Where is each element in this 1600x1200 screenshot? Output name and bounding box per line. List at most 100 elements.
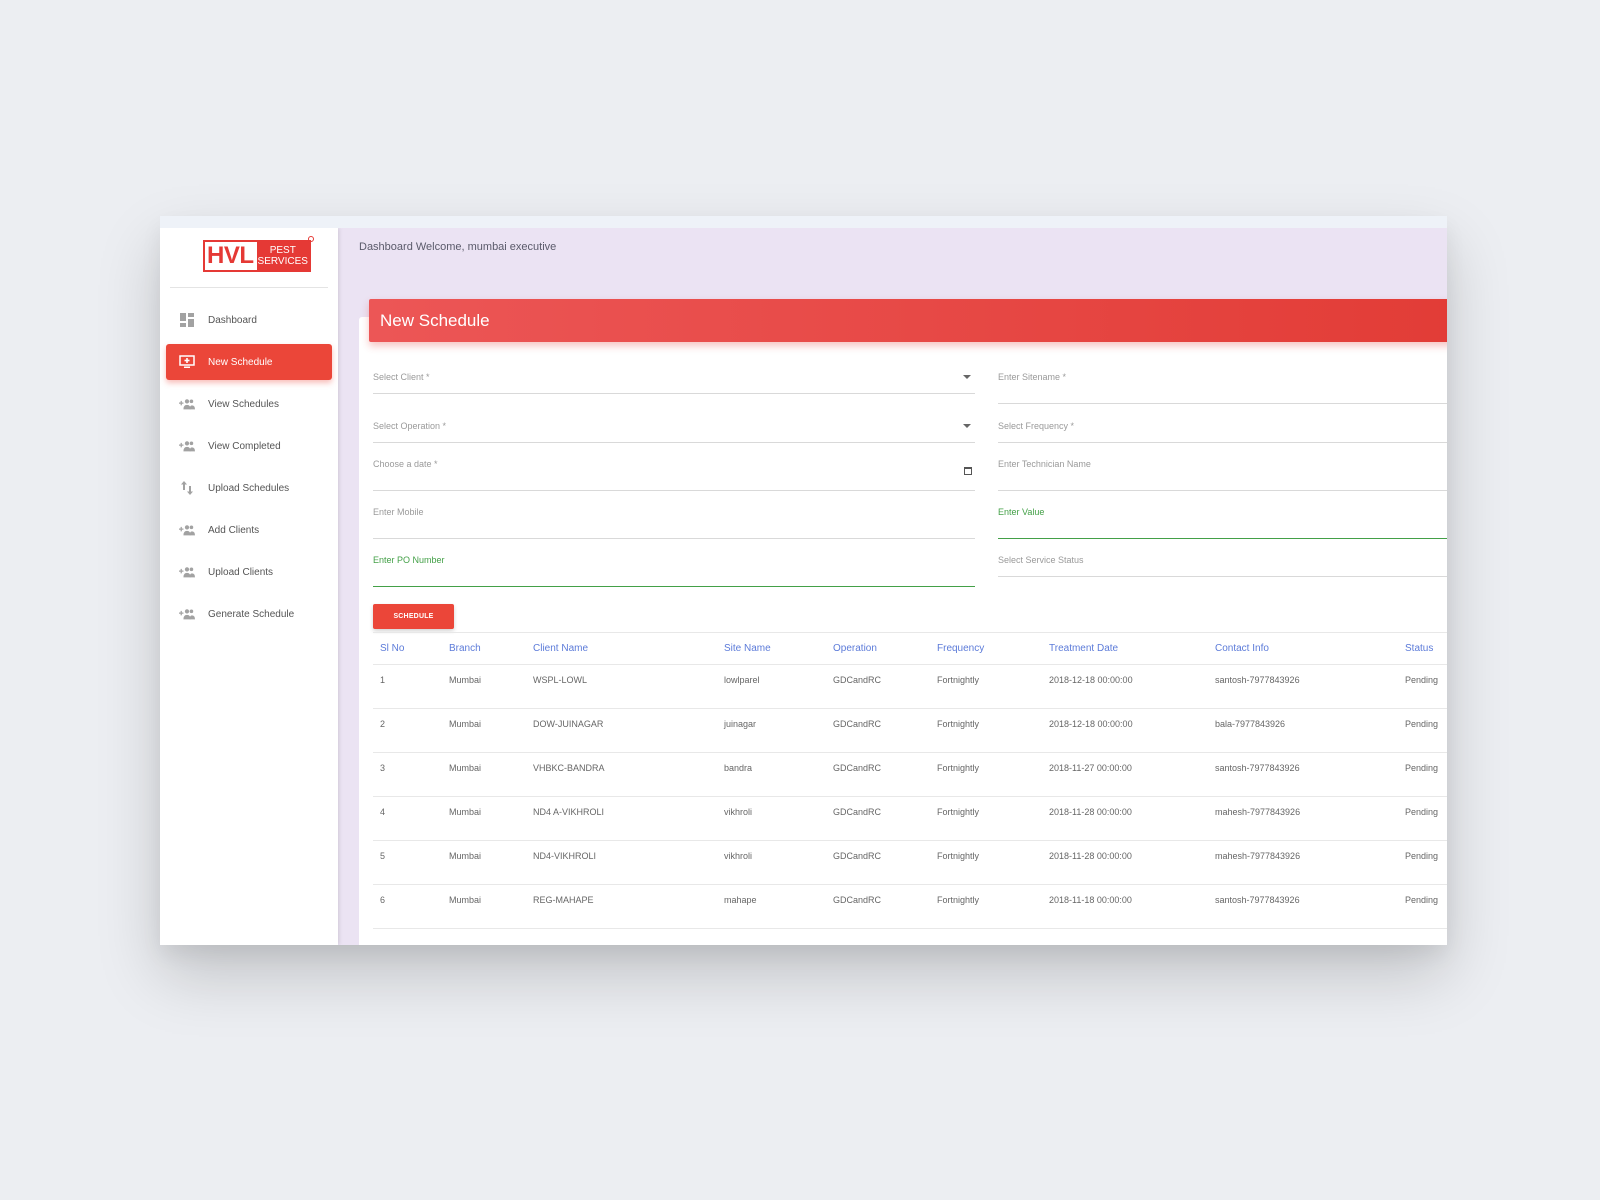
cell-sl-no: 3 <box>373 752 442 797</box>
sidebar-item-view-completed[interactable]: View Completed <box>166 428 332 464</box>
table-row[interactable]: 1 Mumbai WSPL-LOWL lowlparel GDCandRC Fo… <box>373 664 1447 709</box>
logo-main-text: HVL <box>207 242 254 269</box>
service-status-label: Select Service Status <box>998 555 1084 565</box>
header-welcome-text: Dashboard Welcome, mumbai executive <box>359 241 557 253</box>
select-operation-dropdown[interactable]: Select Operation * <box>373 415 975 443</box>
sidebar: HVL PEST SERVICES Dashboard New Schedule <box>160 228 338 945</box>
col-branch[interactable]: Branch <box>442 632 526 665</box>
table-row[interactable]: 6 Mumbai REG-MAHAPE mahape GDCandRC Fort… <box>373 884 1447 929</box>
cell-client-name: ND4-VIKHROLI <box>526 840 717 885</box>
cell-branch: Mumbai <box>442 752 526 797</box>
cell-site-name: vikhroli <box>717 796 826 841</box>
cell-site-name: bandra <box>717 752 826 797</box>
cell-client-name: REG-MAHAPE <box>526 884 717 929</box>
cell-status: Pending <box>1398 884 1447 929</box>
table-row[interactable]: 5 Mumbai ND4-VIKHROLI vikhroli GDCandRC … <box>373 840 1447 885</box>
cell-status: Pending <box>1398 796 1447 841</box>
technician-name-label: Enter Technician Name <box>998 459 1091 469</box>
group-add-icon <box>179 565 195 579</box>
table-row[interactable]: 2 Mumbai DOW-JUINAGAR juinagar GDCandRC … <box>373 708 1447 753</box>
cell-branch: Mumbai <box>442 708 526 753</box>
col-frequency[interactable]: Frequency <box>930 632 1042 665</box>
new-schedule-card: New Schedule Select Client * Enter Siten… <box>359 299 1447 945</box>
sidebar-item-label: Dashboard <box>208 314 257 326</box>
technician-name-input[interactable]: Enter Technician Name <box>998 453 1447 491</box>
cell-treatment-date: 2018-11-18 00:00:00 <box>1042 884 1208 929</box>
sidebar-item-label: View Completed <box>208 440 281 452</box>
dashboard-icon <box>179 313 195 327</box>
service-status-dropdown[interactable]: Select Service Status <box>998 549 1447 577</box>
mobile-label: Enter Mobile <box>373 507 424 517</box>
cell-sl-no: 2 <box>373 708 442 753</box>
group-add-icon <box>179 397 195 411</box>
logo-line1: PEST <box>269 245 296 256</box>
group-add-icon <box>179 607 195 621</box>
swap-vert-icon <box>179 481 195 495</box>
app-window: HVL PEST SERVICES Dashboard New Schedule <box>160 216 1447 945</box>
col-site-name[interactable]: Site Name <box>717 632 826 665</box>
select-frequency-dropdown[interactable]: Select Frequency * <box>998 415 1447 443</box>
cell-sl-no: 6 <box>373 884 442 929</box>
group-add-icon <box>179 523 195 537</box>
select-client-dropdown[interactable]: Select Client * <box>373 366 975 394</box>
sitename-label: Enter Sitename * <box>998 372 1067 382</box>
value-input[interactable]: Enter Value <box>998 501 1447 539</box>
cell-status: Pending <box>1398 752 1447 797</box>
cell-branch: Mumbai <box>442 884 526 929</box>
cell-site-name: juinagar <box>717 708 826 753</box>
cell-sl-no: 5 <box>373 840 442 885</box>
cell-status: Pending <box>1398 840 1447 885</box>
col-status[interactable]: Status <box>1398 632 1447 665</box>
cell-branch: Mumbai <box>442 840 526 885</box>
col-client-name[interactable]: Client Name <box>526 632 717 665</box>
sidebar-nav: Dashboard New Schedule View Schedules Vi… <box>160 288 338 632</box>
cell-contact-info: santosh-7977843926 <box>1208 752 1398 797</box>
cell-branch: Mumbai <box>442 796 526 841</box>
cell-client-name: VHBKC-BANDRA <box>526 752 717 797</box>
cell-contact-info: santosh-7977843926 <box>1208 884 1398 929</box>
cell-contact-info: mahesh-7977843926 <box>1208 840 1398 885</box>
sidebar-item-label: New Schedule <box>208 356 273 368</box>
window-top-strip <box>160 216 1447 228</box>
logo-area: HVL PEST SERVICES <box>170 228 328 288</box>
select-operation-label: Select Operation * <box>373 421 447 431</box>
sitename-input[interactable]: Enter Sitename * <box>998 366 1447 404</box>
cell-operation: GDCandRC <box>826 884 930 929</box>
sidebar-item-view-schedules[interactable]: View Schedules <box>166 386 332 422</box>
sidebar-item-upload-schedules[interactable]: Upload Schedules <box>166 470 332 506</box>
po-number-label: Enter PO Number <box>373 555 445 565</box>
mobile-input[interactable]: Enter Mobile <box>373 501 975 539</box>
col-operation[interactable]: Operation <box>826 632 930 665</box>
sidebar-item-generate-schedule[interactable]: Generate Schedule <box>166 596 332 632</box>
col-contact-info[interactable]: Contact Info <box>1208 632 1398 665</box>
cell-operation: GDCandRC <box>826 708 930 753</box>
po-number-input[interactable]: Enter PO Number <box>373 549 975 587</box>
logo-badge: PEST SERVICES <box>256 242 309 270</box>
cell-operation: GDCandRC <box>826 664 930 709</box>
date-picker-input[interactable]: Choose a date * <box>373 453 975 491</box>
sidebar-item-label: Generate Schedule <box>208 608 295 620</box>
cell-status: Pending <box>1398 664 1447 709</box>
hvl-logo[interactable]: HVL PEST SERVICES <box>203 240 311 272</box>
group-add-icon <box>179 439 195 453</box>
sidebar-item-new-schedule[interactable]: New Schedule <box>166 344 332 380</box>
cell-frequency: Fortnightly <box>930 664 1042 709</box>
chevron-down-icon <box>963 424 971 428</box>
cell-treatment-date: 2018-12-18 00:00:00 <box>1042 664 1208 709</box>
add-to-queue-icon <box>179 355 195 369</box>
sidebar-item-upload-clients[interactable]: Upload Clients <box>166 554 332 590</box>
calendar-icon[interactable] <box>964 467 972 475</box>
schedule-button[interactable]: SCHEDULE <box>373 604 454 629</box>
sidebar-item-dashboard[interactable]: Dashboard <box>166 302 332 338</box>
table-row[interactable]: 4 Mumbai ND4 A-VIKHROLI vikhroli GDCandR… <box>373 796 1447 841</box>
sidebar-item-label: Upload Clients <box>208 566 274 578</box>
col-sl-no[interactable]: Sl No <box>373 632 442 665</box>
col-treatment-date[interactable]: Treatment Date <box>1042 632 1208 665</box>
cell-site-name: lowlparel <box>717 664 826 709</box>
sidebar-item-add-clients[interactable]: Add Clients <box>166 512 332 548</box>
table-row[interactable]: 3 Mumbai VHBKC-BANDRA bandra GDCandRC Fo… <box>373 752 1447 797</box>
cell-client-name: WSPL-LOWL <box>526 664 717 709</box>
cell-frequency: Fortnightly <box>930 708 1042 753</box>
select-frequency-label: Select Frequency * <box>998 421 1075 431</box>
select-client-label: Select Client * <box>373 372 430 382</box>
